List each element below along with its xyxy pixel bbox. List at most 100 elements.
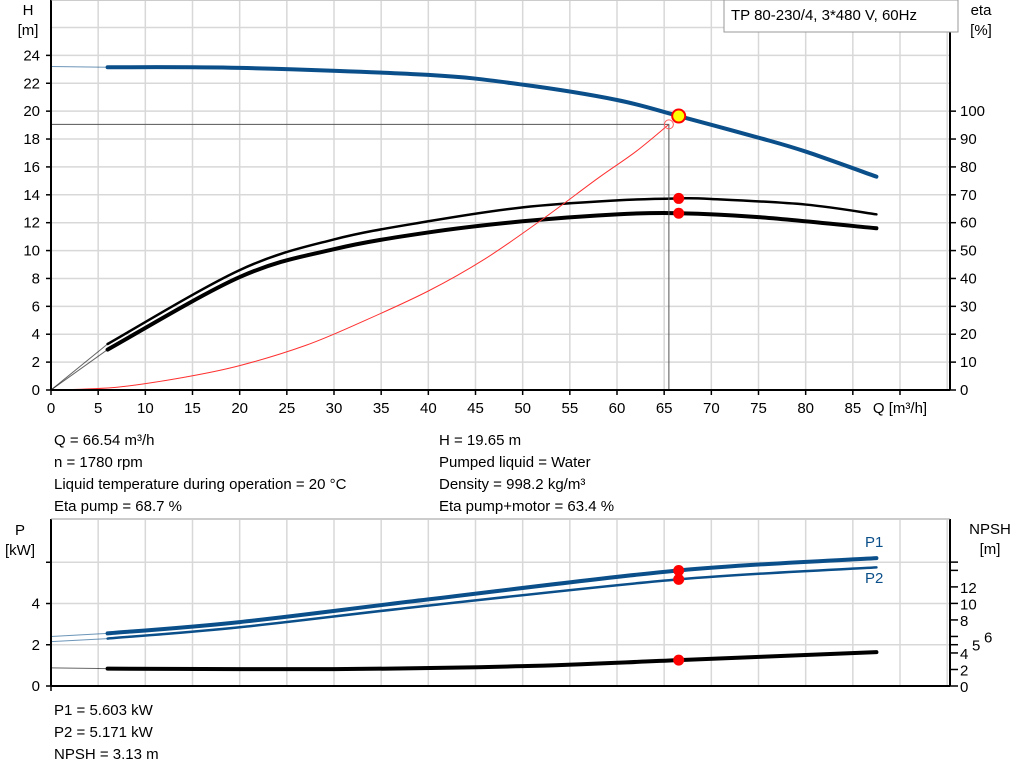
NPSH-curve bbox=[105, 650, 879, 672]
y2-tick-label: 50 bbox=[960, 243, 977, 260]
y2-tick-label: 4 bbox=[960, 646, 968, 663]
p2-label: P2 bbox=[865, 570, 883, 587]
eta_pump-curve bbox=[106, 196, 878, 346]
y-tick-label: 16 bbox=[23, 159, 40, 176]
y-axis-label: H bbox=[23, 2, 34, 19]
P1-extension bbox=[50, 632, 108, 638]
p-axis-label: [kW] bbox=[5, 542, 35, 559]
y-axis-label: [m] bbox=[18, 22, 39, 39]
x-tick-label: 35 bbox=[373, 400, 390, 417]
NPSH-extension bbox=[50, 667, 108, 670]
info-right-line: Pumped liquid = Water bbox=[439, 454, 591, 471]
bottom-grid bbox=[51, 520, 950, 686]
curves: P1 P2 bbox=[50, 65, 883, 672]
x-tick-label: 25 bbox=[278, 400, 295, 417]
axes: 0 5 10 15 20 25 30 35 40 45 50 55 60 65 70 75 80 85024681… bbox=[5, 0, 1011, 696]
x-tick-label: 75 bbox=[750, 400, 767, 417]
x-tick-label: 50 bbox=[514, 400, 531, 417]
npsh-axis-label: NPSH bbox=[969, 521, 1011, 538]
eta_pump_motor-extension bbox=[50, 349, 108, 391]
info-left-line: Q = 66.54 m³/h bbox=[54, 432, 154, 449]
y-tick-label: 0 bbox=[32, 678, 40, 695]
x-tick-label: 60 bbox=[609, 400, 626, 417]
y2-tick-label: 6 bbox=[984, 629, 992, 646]
y2-tick-label: 90 bbox=[960, 131, 977, 148]
top-grid bbox=[51, 1, 950, 390]
chart-title: TP 80-230/4, 3*480 V, 60Hz bbox=[731, 7, 917, 24]
y2-tick-label: 60 bbox=[960, 215, 977, 232]
y2-tick-label: 30 bbox=[960, 298, 977, 315]
x-tick-label: 15 bbox=[184, 400, 201, 417]
info-left-line: Liquid temperature during operation = 20… bbox=[54, 476, 347, 493]
eta-pump-marker bbox=[673, 192, 685, 204]
y2-axis-label: eta bbox=[971, 2, 993, 19]
P1-curve bbox=[105, 556, 879, 636]
eta_pump-extension bbox=[50, 343, 108, 391]
x-tick-label: 0 bbox=[47, 400, 55, 417]
y-tick-label: 18 bbox=[23, 131, 40, 148]
y-tick-label: 10 bbox=[23, 243, 40, 260]
x-tick-label: 65 bbox=[656, 400, 673, 417]
y2-tick-label: 70 bbox=[960, 187, 977, 204]
y2-axis-label: [%] bbox=[970, 22, 992, 39]
y2-tick-label: 10 bbox=[960, 354, 977, 371]
y-tick-label: 20 bbox=[23, 103, 40, 120]
y-tick-label: 22 bbox=[23, 75, 40, 92]
P2-curve bbox=[106, 566, 878, 640]
y2-tick-label: 40 bbox=[960, 270, 977, 287]
info-bottom-line: P1 = 5.603 kW bbox=[54, 702, 154, 719]
info-left-line: n = 1780 rpm bbox=[54, 454, 143, 471]
eta_pump_motor-curve bbox=[105, 210, 879, 352]
x-tick-label: 85 bbox=[844, 400, 861, 417]
duty-point-marker bbox=[671, 108, 687, 124]
x-tick-label: 20 bbox=[231, 400, 248, 417]
npsh-marker bbox=[673, 654, 685, 666]
head-extension bbox=[50, 66, 108, 68]
y2-tick-label: 0 bbox=[960, 382, 968, 399]
y2-tick-label: 12 bbox=[960, 580, 977, 597]
x-tick-label: 5 bbox=[94, 400, 102, 417]
y-tick-label: 4 bbox=[32, 326, 40, 343]
y2-tick-label: 20 bbox=[960, 326, 977, 343]
info-right-line: H = 19.65 m bbox=[439, 432, 521, 449]
info-right-line: Density = 998.2 kg/m³ bbox=[439, 476, 585, 493]
y2-tick-label: 8 bbox=[960, 613, 968, 630]
P2-extension bbox=[50, 638, 108, 643]
head-curve bbox=[105, 65, 879, 179]
y-tick-label: 4 bbox=[32, 596, 40, 613]
system-point-marker bbox=[663, 119, 674, 130]
info-right-line: Eta pump+motor = 63.4 % bbox=[439, 498, 614, 515]
y2-tick-label: 100 bbox=[960, 103, 985, 120]
info-bottom-line: P2 = 5.171 kW bbox=[54, 724, 154, 741]
x-tick-label: 70 bbox=[703, 400, 720, 417]
x-axis-label: Q [m³/h] bbox=[873, 400, 927, 417]
x-tick-label: 45 bbox=[467, 400, 484, 417]
y-tick-label: 8 bbox=[32, 270, 40, 287]
npsh-axis-label: [m] bbox=[980, 541, 1001, 558]
y-tick-label: 6 bbox=[32, 298, 40, 315]
y2-tick-label: 0 bbox=[960, 679, 968, 696]
y-tick-label: 2 bbox=[32, 637, 40, 654]
x-tick-label: 80 bbox=[797, 400, 814, 417]
y2-tick-label: 5 bbox=[972, 638, 980, 655]
info-bottom-line: NPSH = 3.13 m bbox=[54, 746, 159, 763]
y-tick-label: 2 bbox=[32, 354, 40, 371]
duty-guide-lines bbox=[51, 123, 670, 390]
y-tick-label: 14 bbox=[23, 187, 40, 204]
x-tick-label: 10 bbox=[137, 400, 154, 417]
system-curve bbox=[50, 124, 670, 391]
y2-tick-label: 2 bbox=[960, 662, 968, 679]
p-axis-label: P bbox=[15, 522, 25, 539]
y-tick-label: 12 bbox=[23, 215, 40, 232]
p1-marker bbox=[673, 564, 685, 576]
y2-tick-label: 10 bbox=[960, 596, 977, 613]
y-tick-label: 24 bbox=[23, 47, 40, 64]
x-tick-label: 30 bbox=[326, 400, 343, 417]
title-box: TP 80-230/4, 3*480 V, 60Hz bbox=[723, 0, 959, 33]
p2-marker bbox=[673, 573, 685, 585]
y2-tick-label: 80 bbox=[960, 159, 977, 176]
x-tick-label: 40 bbox=[420, 400, 437, 417]
y-tick-label: 0 bbox=[32, 382, 40, 399]
x-tick-label: 55 bbox=[561, 400, 578, 417]
